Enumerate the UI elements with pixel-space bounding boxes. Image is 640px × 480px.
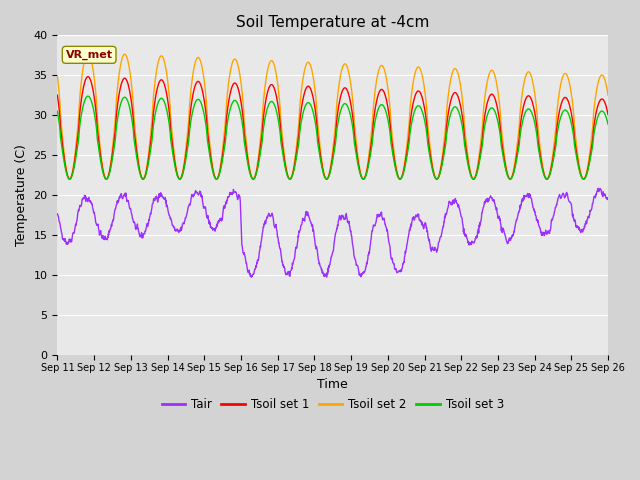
- Legend: Tair, Tsoil set 1, Tsoil set 2, Tsoil set 3: Tair, Tsoil set 1, Tsoil set 2, Tsoil se…: [157, 394, 509, 416]
- Title: Soil Temperature at -4cm: Soil Temperature at -4cm: [236, 15, 429, 30]
- Y-axis label: Temperature (C): Temperature (C): [15, 144, 28, 246]
- X-axis label: Time: Time: [317, 378, 348, 391]
- Text: VR_met: VR_met: [66, 50, 113, 60]
